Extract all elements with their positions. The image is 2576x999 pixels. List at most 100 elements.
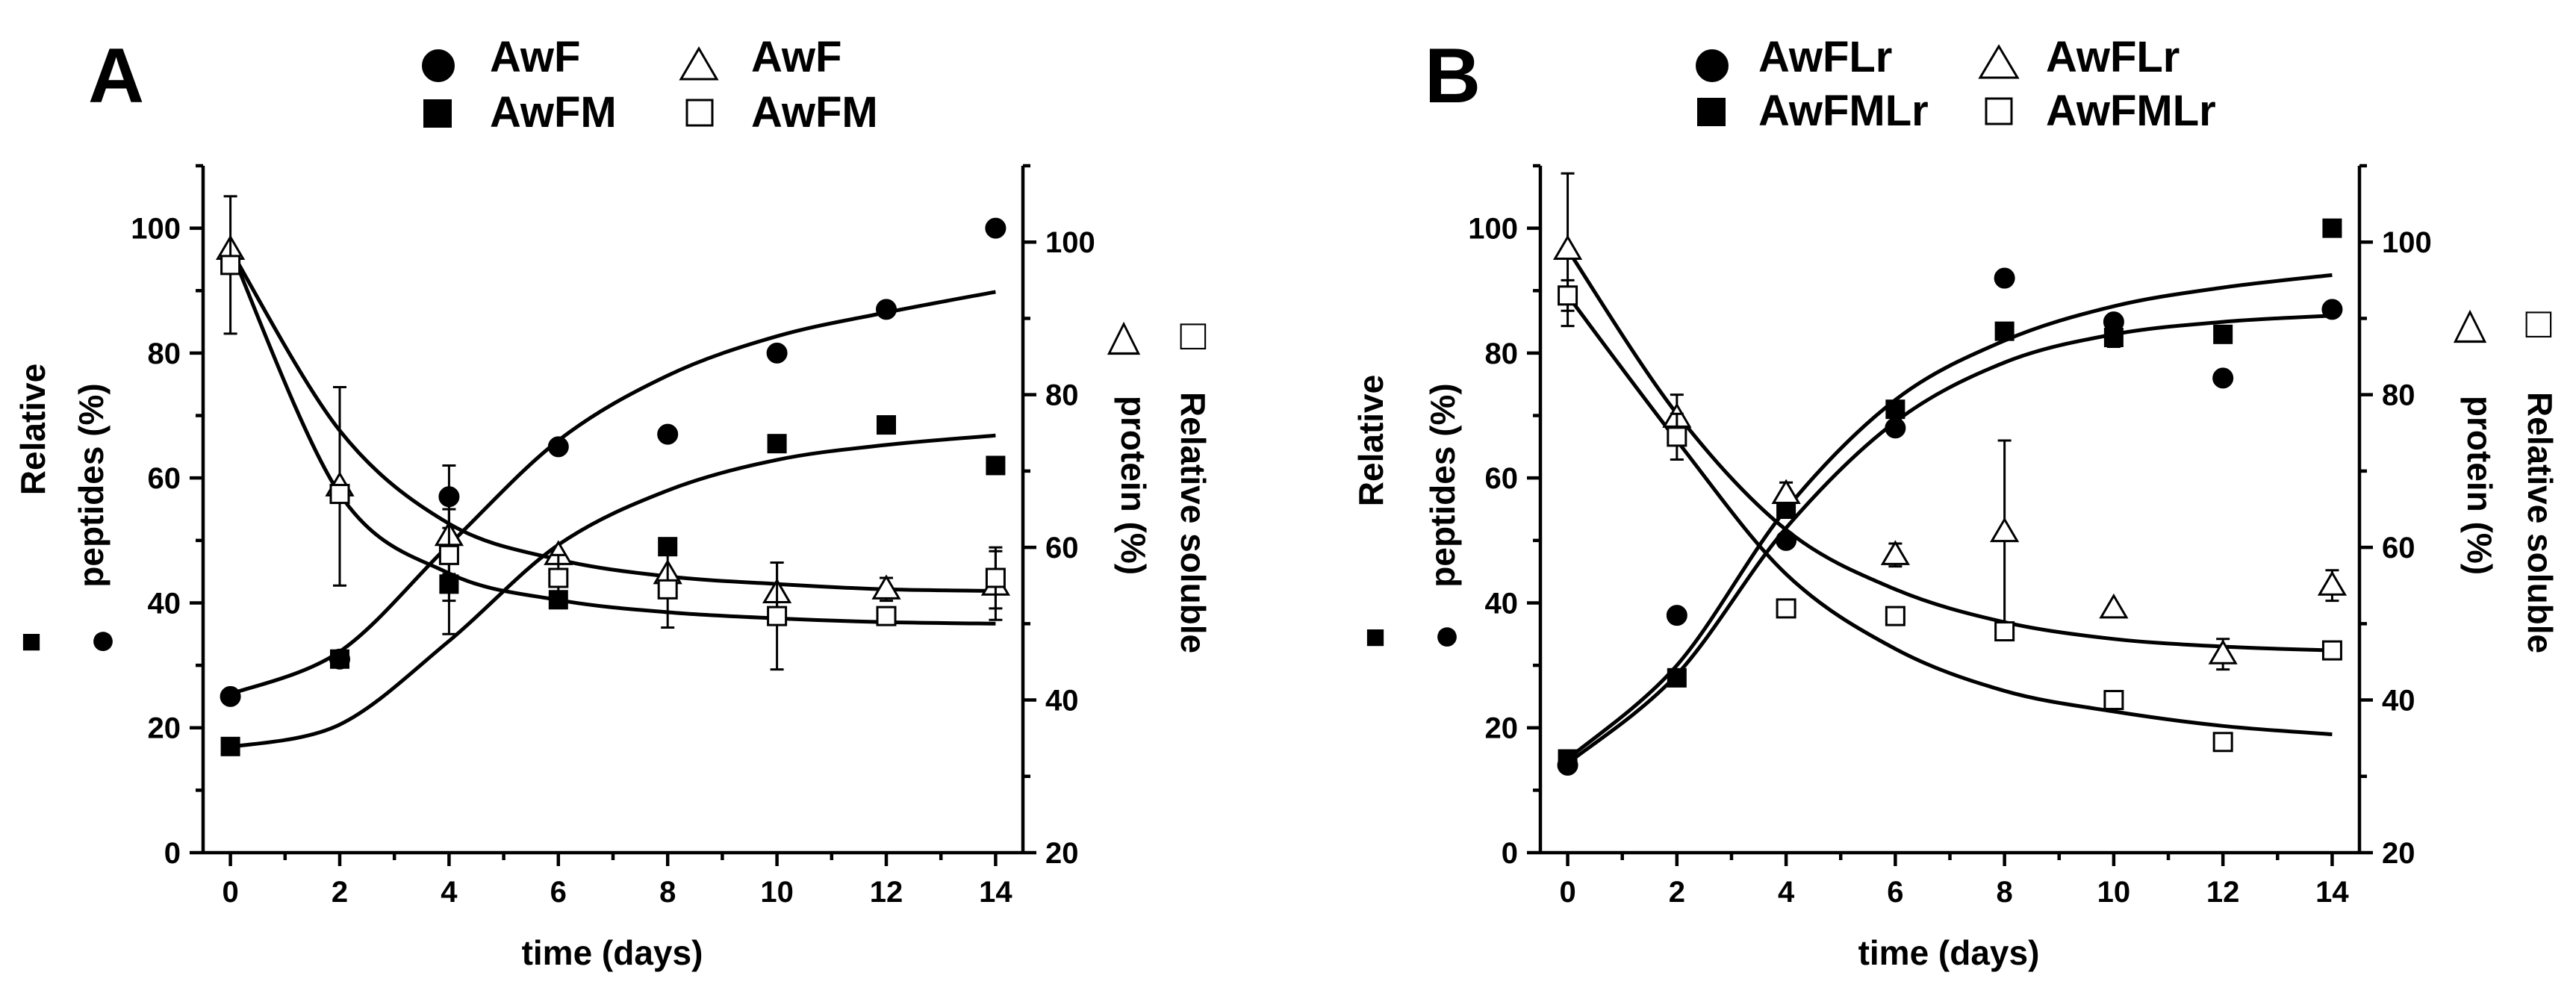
y-axis-left-square-symbol: ■ — [21, 621, 42, 660]
point-a-square-open — [657, 579, 678, 600]
x-tick-label-a: 10 — [760, 876, 794, 909]
point-a-square-open — [548, 567, 569, 588]
y-tick-label-left-b: 40 — [1485, 587, 1519, 620]
point-a-circle-filled — [657, 423, 679, 445]
point-b-square-open — [2212, 732, 2233, 753]
fit-curve-b-1 — [1566, 273, 2333, 761]
y-axis-left-title-a: Relative peptides (%) ■ ● — [13, 364, 116, 664]
point-a-square-filled — [220, 736, 240, 756]
point-b-square-filled — [2322, 218, 2342, 238]
panel-label-b: B — [1425, 33, 1481, 119]
point-a-square-filled — [767, 434, 787, 454]
y-axis-right-title-b-line1: Relative soluble — [2521, 392, 2560, 653]
point-a-square-filled — [986, 455, 1006, 476]
legend-b-circle-filled-icon — [1696, 49, 1729, 82]
y-tick-label-right-b: 40 — [2382, 685, 2415, 718]
x-axis-title-a: time (days) — [522, 933, 703, 972]
legend-b-square-filled-icon — [1697, 98, 1726, 126]
fit-curve-a-1 — [230, 433, 996, 750]
x-tick-label-b: 14 — [2315, 876, 2349, 909]
point-b-square-open — [2103, 690, 2124, 711]
point-b-circle-filled — [2321, 299, 2343, 320]
point-b-square-filled — [1994, 321, 2015, 341]
point-a-triangle-open — [871, 574, 901, 600]
point-a-square-open — [985, 567, 1006, 588]
y-tick-label-left-b: 80 — [1485, 337, 1519, 370]
plot-area-a: 0 2 4 6 8 10 12 14 0 20 40 60 80 100 20 40 60 80 100 — [131, 164, 1095, 909]
y-tick-label-right-a: 20 — [1045, 837, 1079, 870]
point-b-circle-filled — [1666, 605, 1687, 626]
y-tick-label-left-b: 100 — [1468, 213, 1518, 246]
plot-area-b: 0 2 4 6 8 10 12 14 0 20 40 60 80 100 20 40 60 80 100 — [1468, 164, 2432, 909]
x-tick-label-b: 10 — [2097, 876, 2131, 909]
legend-a-square-filled-icon — [423, 99, 452, 128]
x-tick-label-b: 0 — [1559, 876, 1575, 909]
y-axis-left-circle-symbol-b: ● — [1434, 609, 1460, 659]
point-b-square-filled — [1667, 667, 1687, 688]
y-tick-label-left-b: 0 — [1502, 837, 1518, 870]
y-tick-label-left-b: 20 — [1485, 712, 1519, 745]
point-b-circle-filled — [1994, 267, 2015, 289]
y-axis-right-title-a: △ □ Relative soluble protein (%) — [1107, 311, 1213, 653]
legend-b-label-2: AwFLr — [2046, 33, 2180, 81]
panel-a: A AwF AwF AwFM AwFM Relative peptides (%… — [13, 33, 1213, 972]
point-b-triangle-open — [1552, 234, 1583, 260]
x-tick-label-b: 4 — [1778, 876, 1795, 909]
point-b-triangle-open — [2208, 639, 2238, 665]
legend-a-label-1: AwF — [490, 33, 580, 81]
x-tick-label-a: 12 — [870, 876, 903, 909]
legend-b-label-3: AwFMLr — [1758, 87, 1929, 135]
y-axis-right-square-symbol-b: □ — [2525, 299, 2551, 347]
panel-b: B AwFLr AwFLr AwFMLr AwFMLr Relative pep… — [1351, 33, 2560, 972]
point-b-triangle-open — [2099, 593, 2129, 619]
legend-a-square-open-icon — [685, 99, 714, 127]
fit-curve-b-0 — [1567, 314, 2333, 765]
y-axis-right-title-b: △ □ Relative soluble protein (%) — [2454, 299, 2560, 653]
point-a-square-filled — [330, 649, 349, 669]
x-axis-title-b: time (days) — [1858, 933, 2040, 972]
legend-a-label-4: AwFM — [751, 88, 878, 137]
legend-a-label-2: AwF — [751, 33, 841, 81]
x-tick-label-b: 6 — [1887, 876, 1903, 909]
x-tick-label-a: 2 — [332, 876, 348, 909]
point-b-square-open — [1776, 598, 1796, 619]
y-tick-label-right-a: 80 — [1045, 379, 1079, 412]
x-tick-label-a: 6 — [550, 876, 567, 909]
y-tick-label-right-b: 80 — [2382, 379, 2415, 412]
x-tick-label-b: 12 — [2206, 876, 2240, 909]
legend-b-triangle-open-icon — [1978, 44, 2020, 79]
y-axis-left-square-symbol-b: ■ — [1365, 617, 1386, 656]
point-a-circle-filled — [547, 436, 569, 458]
x-tick-label-a: 4 — [441, 876, 458, 909]
point-a-circle-filled — [220, 685, 241, 707]
y-tick-label-left-a: 100 — [131, 213, 181, 246]
point-b-circle-filled — [2212, 367, 2234, 389]
point-b-square-filled — [1558, 749, 1578, 769]
point-a-square-open — [220, 255, 241, 276]
x-tick-label-b: 8 — [1997, 876, 2013, 909]
y-tick-label-right-a: 60 — [1045, 532, 1079, 564]
y-tick-label-right-a: 40 — [1045, 685, 1079, 718]
point-b-square-filled — [1885, 399, 1905, 420]
y-axis-right-title-a-line2: protein (%) — [1114, 396, 1153, 575]
point-a-square-open — [438, 544, 459, 565]
point-b-circle-filled — [1776, 529, 1797, 551]
point-b-square-filled — [2213, 324, 2233, 344]
point-a-square-open — [876, 606, 897, 626]
fit-curve-a-0 — [229, 290, 996, 696]
point-b-square-open — [1667, 426, 1687, 447]
y-tick-label-right-b: 20 — [2382, 837, 2415, 870]
x-tick-label-a: 0 — [222, 876, 238, 909]
point-b-triangle-open — [2317, 570, 2348, 596]
y-tick-label-left-a: 20 — [148, 712, 181, 745]
point-b-square-filled — [2103, 328, 2124, 347]
y-axis-left-title-a-line1: Relative — [13, 364, 52, 495]
legend-b-square-open-icon — [1985, 97, 2013, 125]
legend-b: AwFLr AwFLr AwFMLr AwFMLr — [1696, 33, 2216, 135]
y-axis-left-circle-symbol: ● — [90, 614, 116, 664]
legend-a: AwF AwF AwFM AwFM — [422, 33, 878, 137]
y-axis-right-triangle-symbol-b: △ — [2454, 299, 2487, 347]
point-a-circle-filled — [876, 299, 897, 320]
point-a-square-open — [329, 484, 350, 505]
